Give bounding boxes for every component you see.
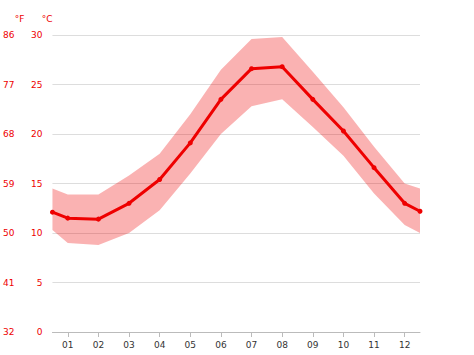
svg-text:20: 20: [31, 129, 43, 139]
svg-text:11: 11: [368, 340, 379, 350]
svg-text:01: 01: [62, 340, 73, 350]
svg-text:°F: °F: [15, 14, 25, 24]
svg-text:32: 32: [3, 327, 14, 337]
svg-text:0: 0: [37, 327, 43, 337]
svg-text:12: 12: [399, 340, 410, 350]
svg-text:°C: °C: [42, 14, 53, 24]
svg-text:41: 41: [3, 278, 14, 288]
svg-text:50: 50: [3, 228, 15, 238]
svg-text:30: 30: [31, 30, 43, 40]
svg-text:08: 08: [276, 340, 288, 350]
svg-text:02: 02: [93, 340, 104, 350]
svg-text:5: 5: [37, 278, 43, 288]
svg-text:04: 04: [154, 340, 166, 350]
svg-text:15: 15: [31, 179, 42, 189]
svg-text:59: 59: [3, 179, 15, 189]
svg-text:77: 77: [3, 80, 14, 90]
svg-text:09: 09: [307, 340, 319, 350]
svg-text:10: 10: [31, 228, 43, 238]
svg-text:03: 03: [123, 340, 134, 350]
svg-text:10: 10: [338, 340, 350, 350]
svg-text:07: 07: [246, 340, 257, 350]
svg-text:25: 25: [31, 80, 42, 90]
svg-text:06: 06: [215, 340, 227, 350]
svg-text:68: 68: [3, 129, 15, 139]
svg-text:05: 05: [185, 340, 196, 350]
svg-text:86: 86: [3, 30, 15, 40]
